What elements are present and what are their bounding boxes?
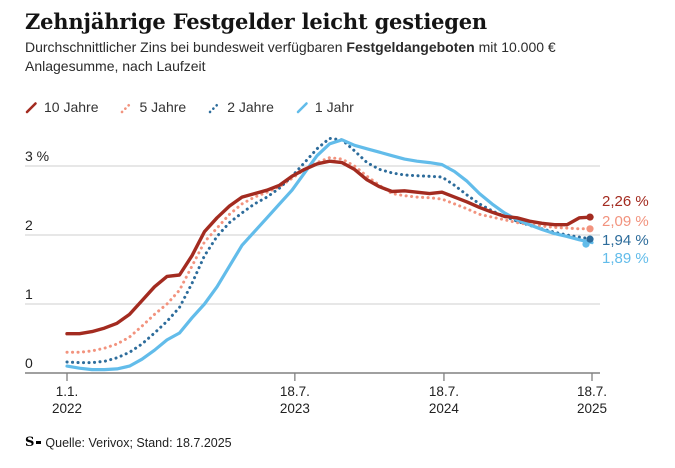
series-line-1-jahr	[65, 138, 594, 372]
value-label-1-jahr: 1,89 %	[602, 250, 649, 267]
series-line-2-jahre	[65, 136, 594, 365]
legend-item-10-jahre: 10 Jahre	[25, 99, 98, 115]
y-axis-label-0: 0	[25, 355, 33, 371]
legend-item-1-jahr: 1 Jahr	[296, 99, 354, 115]
value-label-10-jahre: 2,26 %	[602, 193, 649, 210]
value-label-5-jahre: 2,09 %	[602, 213, 649, 230]
subtitle-bold-term: Festgeldangeboten	[346, 39, 475, 55]
page-title: Zehnjährige Festgelder leicht gestiegen	[25, 9, 487, 34]
line-swatch-dotted-icon	[121, 101, 133, 113]
swatch-stroke	[208, 101, 220, 113]
end-dot-5-jahre	[586, 225, 594, 233]
legend-label: 2 Jahre	[227, 99, 274, 115]
value-label-2-jahre: 1,94 %	[602, 232, 649, 249]
subtitle-text-2: mit 10.000 € Anlagesumme, nach Laufzeit	[25, 39, 556, 74]
series-lines	[65, 136, 594, 372]
sz-logo-icon: S	[25, 435, 35, 450]
end-dot-10-jahre	[586, 213, 594, 221]
series-line-10-jahre	[65, 159, 594, 336]
end-dot-1-jahr	[582, 240, 590, 248]
subtitle-text: Durchschnittlicher Zins bei bundesweit v…	[25, 39, 347, 55]
source-line: S Quelle: Verivox; Stand: 18.7.2025	[25, 435, 232, 450]
gridlines	[25, 165, 600, 305]
y-axis-label-3: 3 %	[25, 148, 50, 164]
x-axis-label-2024: 18.7. 2024	[428, 384, 459, 416]
x-axis-label-2022: 1.1. 2022	[51, 384, 83, 416]
legend-label: 5 Jahre	[139, 99, 187, 115]
swatch-stroke	[25, 101, 37, 113]
line-swatch-solid-icon	[25, 101, 37, 113]
y-axis-label-1: 1	[25, 286, 33, 302]
line-swatch-dotted-icon	[208, 101, 220, 113]
legend-label: 10 Jahre	[44, 99, 99, 115]
legend-label: 1 Jahr	[314, 99, 354, 115]
source-text: Quelle: Verivox; Stand: 18.7.2025	[45, 435, 232, 450]
sz-logo-dash-icon	[36, 441, 42, 444]
legend-item-2-jahre: 2 Jahre	[208, 99, 274, 115]
x-axis-label-2025: 18.7. 2025	[576, 384, 608, 416]
chart-subtitle: Durchschnittlicher Zins bei bundesweit v…	[25, 38, 625, 76]
x-axis	[25, 372, 600, 381]
series-end-dots	[582, 213, 594, 248]
x-axis-label-2023: 18.7. 2023	[279, 384, 310, 416]
y-axis-label-2: 2	[25, 217, 33, 233]
series-line-5-jahre	[65, 156, 594, 354]
line-swatch-solid-icon	[296, 101, 308, 113]
swatch-stroke	[296, 101, 308, 113]
chart-legend: 10 Jahre 5 Jahre 2 Jahre 1 Jahr	[25, 99, 354, 115]
swatch-stroke	[121, 101, 133, 113]
legend-item-5-jahre: 5 Jahre	[120, 99, 186, 115]
end-dot-2-jahre	[586, 235, 594, 243]
